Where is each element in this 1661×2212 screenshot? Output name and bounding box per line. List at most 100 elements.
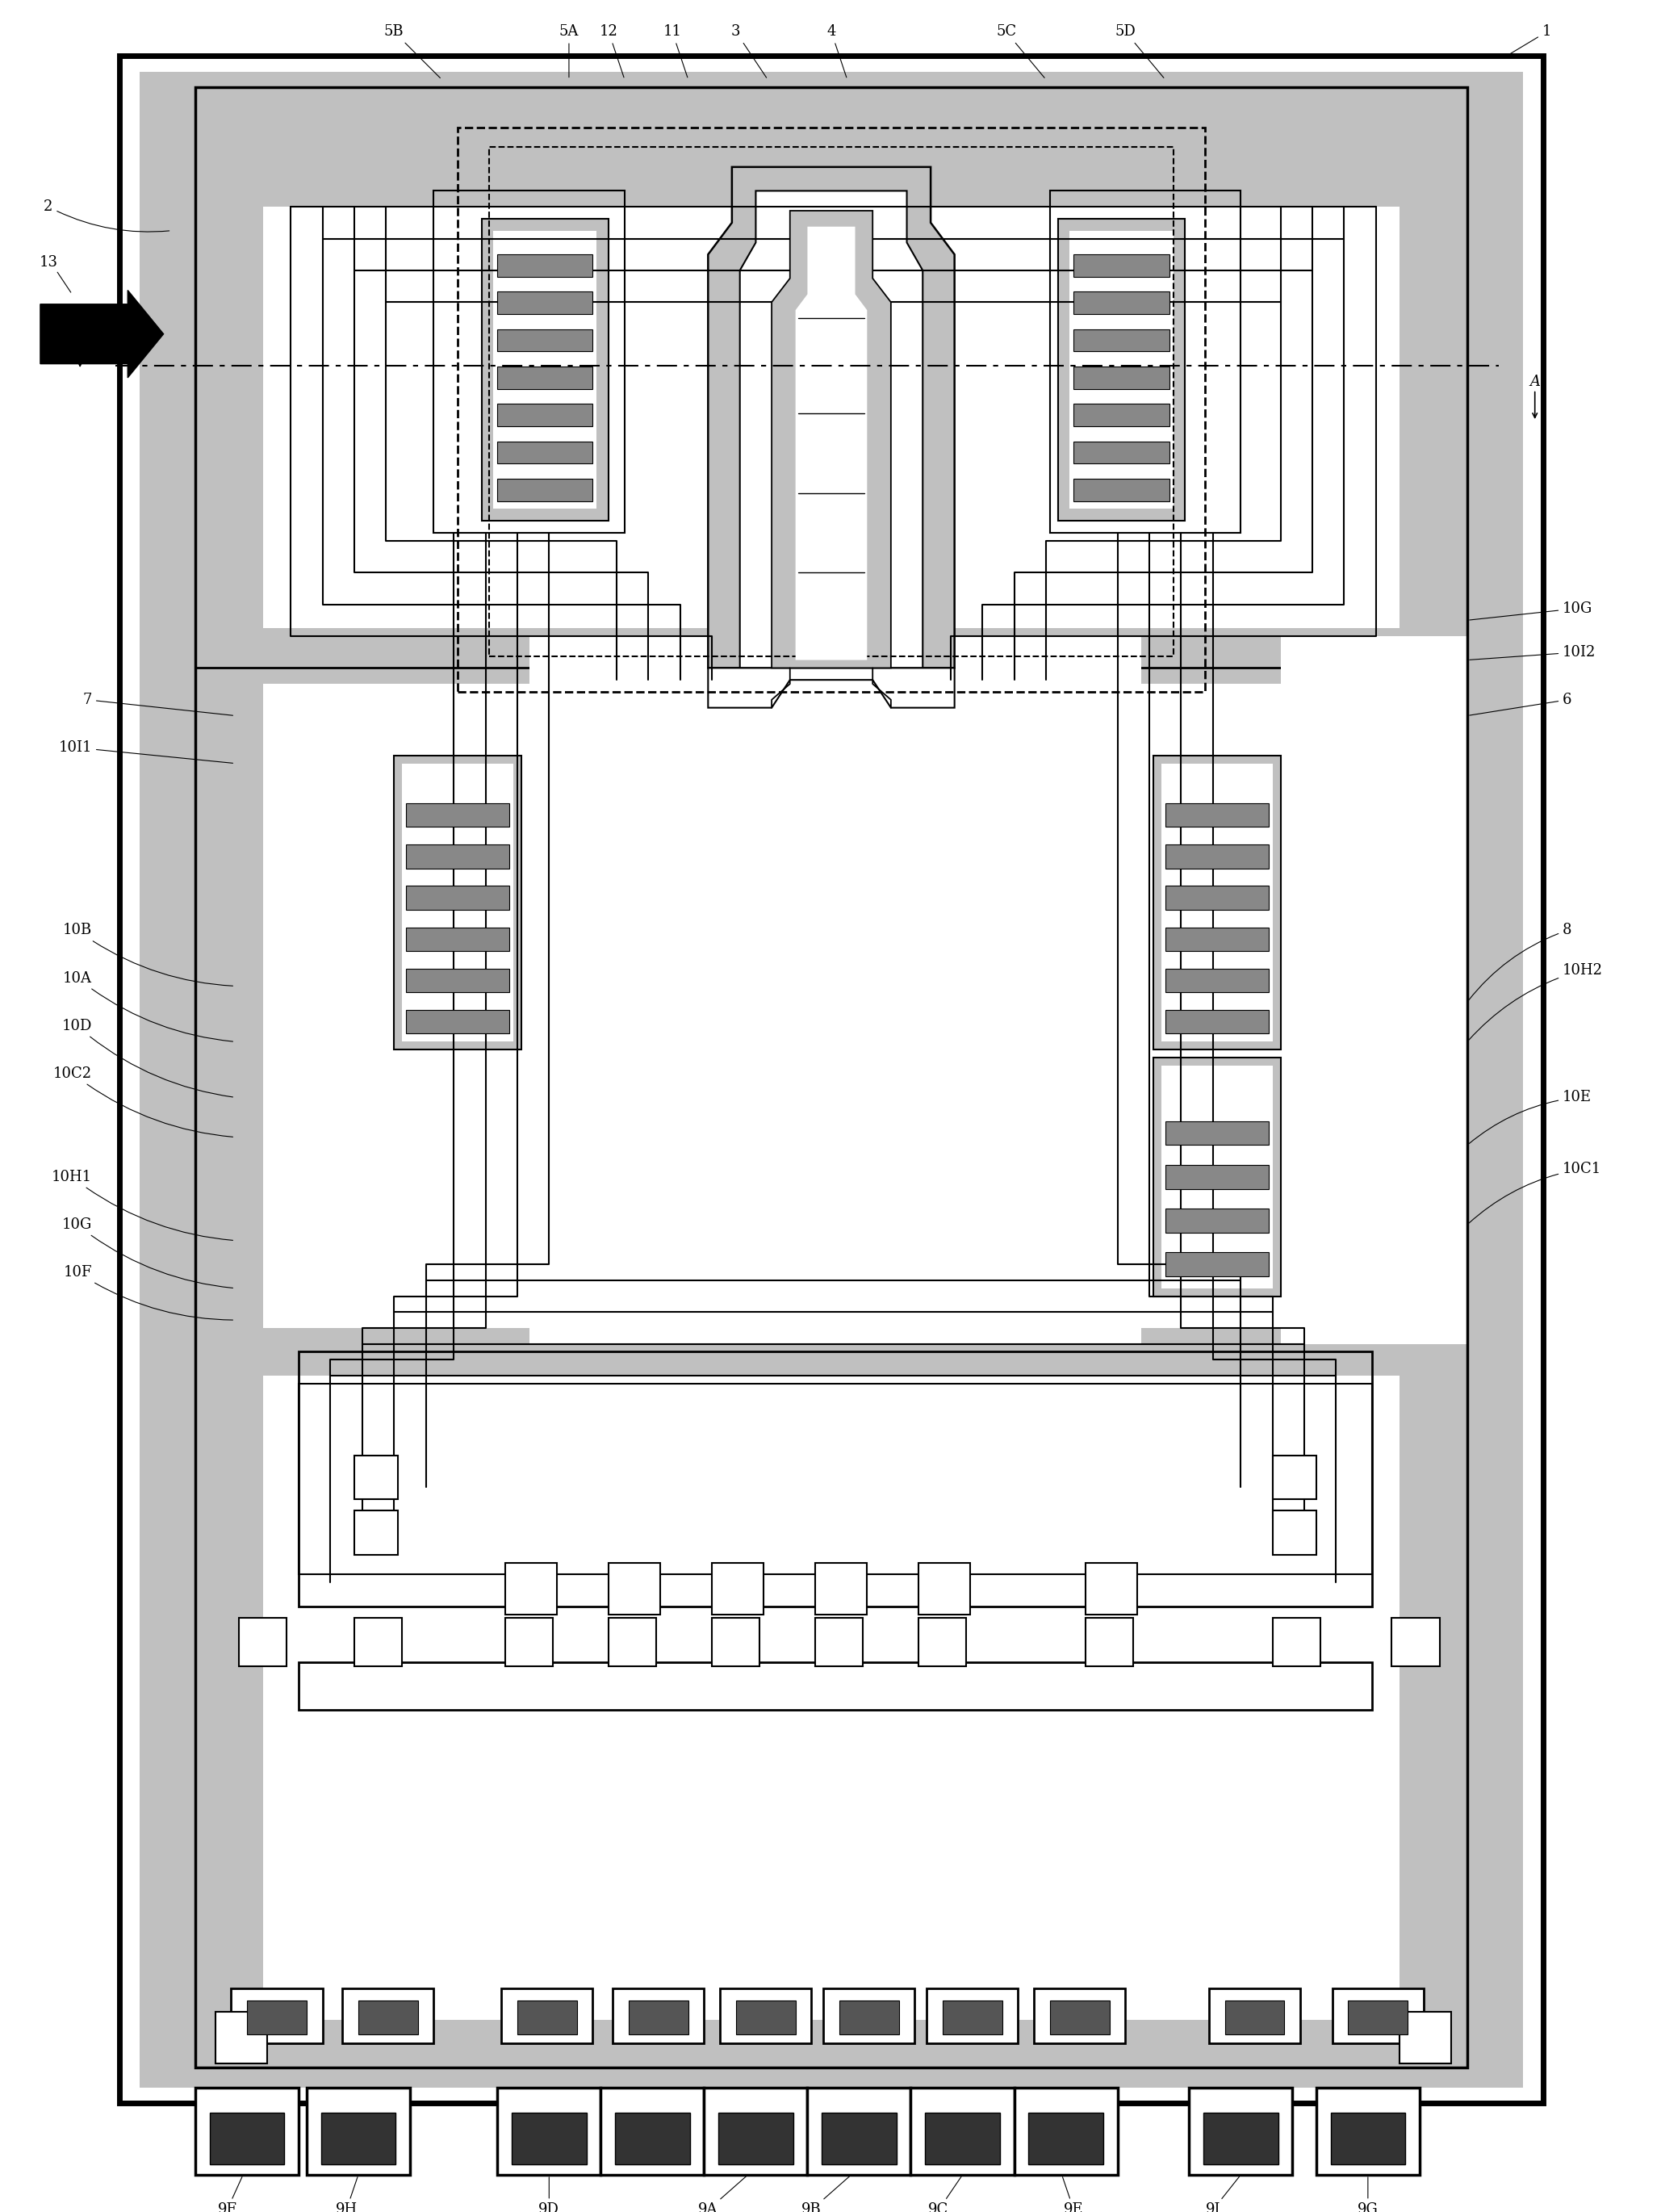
Bar (196, 659, 1467, 1367)
Bar (497, 442, 593, 465)
Bar (299, 1661, 1372, 1710)
Polygon shape (708, 166, 955, 668)
Text: 10G: 10G (61, 1217, 233, 1287)
Bar (1015, 2088, 1118, 2174)
Text: 5D: 5D (1115, 24, 1164, 77)
Bar (120, 55, 1543, 2104)
Text: 9F: 9F (218, 2177, 243, 2212)
Bar (405, 1011, 510, 1033)
Bar (458, 128, 1204, 692)
Bar (405, 803, 510, 827)
Text: 5B: 5B (384, 24, 440, 77)
Bar (231, 1989, 322, 2044)
Bar (1332, 1989, 1423, 2044)
Bar (482, 219, 608, 520)
Text: 9G: 9G (1357, 2177, 1379, 2212)
Bar (1316, 2088, 1420, 2174)
Bar (196, 88, 262, 668)
Bar (1349, 2000, 1407, 2035)
FancyArrow shape (40, 290, 163, 378)
Bar (1209, 1989, 1301, 2044)
Polygon shape (772, 210, 890, 668)
Text: 10E: 10E (1468, 1091, 1591, 1144)
Bar (262, 1376, 1400, 2020)
Bar (942, 2000, 1002, 2035)
Bar (497, 2088, 601, 2174)
Bar (209, 2112, 284, 2166)
Bar (247, 2000, 307, 2035)
Bar (601, 2088, 704, 2174)
Bar (608, 1562, 661, 1615)
Text: 8: 8 (1468, 922, 1571, 1000)
Bar (1050, 190, 1241, 533)
Bar (1050, 2000, 1110, 2035)
Polygon shape (739, 190, 924, 668)
Bar (354, 1511, 399, 1555)
Bar (927, 1989, 1018, 2044)
Text: 9H: 9H (336, 2177, 357, 2212)
Bar (354, 1619, 402, 1666)
Bar (505, 1562, 556, 1615)
Text: 7: 7 (83, 692, 233, 714)
Text: 12: 12 (600, 24, 625, 77)
Text: A: A (75, 323, 85, 336)
Text: 13: 13 (38, 254, 58, 270)
Text: 10C2: 10C2 (53, 1066, 233, 1137)
Bar (196, 88, 1467, 2068)
Bar (1164, 1166, 1269, 1188)
Bar (925, 2112, 1000, 2166)
Bar (196, 88, 1467, 2068)
Text: 10H1: 10H1 (51, 1170, 233, 1241)
Text: 9B: 9B (802, 2177, 849, 2212)
Bar (505, 1619, 553, 1666)
Text: 10G: 10G (1470, 602, 1593, 619)
Bar (1086, 1562, 1138, 1615)
Polygon shape (796, 226, 867, 659)
Bar (196, 1360, 1467, 2068)
Bar (434, 190, 625, 533)
Text: 10D: 10D (61, 1018, 233, 1097)
Bar (354, 1455, 399, 1500)
Bar (140, 71, 1523, 2088)
Bar (822, 2112, 897, 2166)
Bar (216, 2013, 267, 2064)
Text: A: A (1530, 374, 1540, 389)
Text: 3: 3 (731, 24, 766, 77)
Bar (719, 1989, 812, 2044)
Bar (517, 2000, 576, 2035)
Bar (807, 2088, 910, 2174)
Bar (816, 1619, 864, 1666)
Bar (1272, 1511, 1316, 1555)
Bar (196, 88, 1467, 668)
Bar (502, 1989, 593, 2044)
Text: 10C1: 10C1 (1468, 1161, 1601, 1223)
Bar (919, 1562, 970, 1615)
Text: 2: 2 (43, 199, 169, 232)
Bar (259, 111, 1404, 628)
Bar (262, 206, 1400, 628)
Bar (307, 2088, 410, 2174)
Text: 9A: 9A (698, 2177, 746, 2212)
Text: 9D: 9D (538, 2177, 560, 2212)
Bar (919, 1619, 967, 1666)
Bar (196, 88, 1467, 668)
Text: 11: 11 (663, 24, 688, 77)
Text: 6: 6 (1470, 692, 1571, 714)
Text: 9E: 9E (1063, 2177, 1083, 2212)
Bar (608, 1619, 656, 1666)
Text: 9C: 9C (928, 2177, 962, 2212)
Bar (196, 2088, 299, 2174)
Bar (1164, 845, 1269, 869)
Bar (402, 763, 513, 1042)
Bar (299, 1352, 1372, 1606)
Bar (359, 2000, 419, 2035)
Bar (1272, 1619, 1320, 1666)
Bar (1392, 1619, 1440, 1666)
Bar (613, 1989, 704, 2044)
Bar (1073, 292, 1169, 314)
Bar (342, 1989, 434, 2044)
Bar (1161, 1066, 1272, 1287)
Bar (497, 254, 593, 276)
Bar (239, 1619, 287, 1666)
Bar (299, 1385, 1372, 1575)
